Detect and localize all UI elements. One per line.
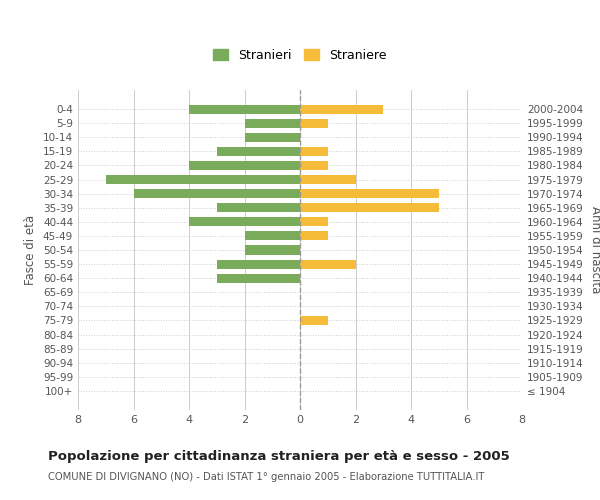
Bar — [300, 147, 328, 156]
Bar — [189, 161, 300, 170]
Bar — [217, 274, 300, 283]
Bar — [189, 104, 300, 114]
Bar — [300, 260, 355, 268]
Bar — [245, 232, 300, 240]
Bar — [300, 161, 328, 170]
Text: Popolazione per cittadinanza straniera per età e sesso - 2005: Popolazione per cittadinanza straniera p… — [48, 450, 510, 463]
Bar — [217, 147, 300, 156]
Bar — [300, 203, 439, 212]
Bar — [133, 189, 300, 198]
Y-axis label: Fasce di età: Fasce di età — [25, 215, 37, 285]
Bar — [300, 232, 328, 240]
Bar — [300, 316, 328, 325]
Bar — [300, 118, 328, 128]
Bar — [300, 189, 439, 198]
Bar — [106, 175, 300, 184]
Bar — [300, 104, 383, 114]
Bar — [245, 118, 300, 128]
Bar — [300, 175, 355, 184]
Text: COMUNE DI DIVIGNANO (NO) - Dati ISTAT 1° gennaio 2005 - Elaborazione TUTTITALIA.: COMUNE DI DIVIGNANO (NO) - Dati ISTAT 1°… — [48, 472, 484, 482]
Bar — [217, 260, 300, 268]
Bar — [217, 203, 300, 212]
Bar — [300, 217, 328, 226]
Bar — [245, 132, 300, 142]
Bar — [245, 246, 300, 254]
Bar — [189, 217, 300, 226]
Legend: Stranieri, Straniere: Stranieri, Straniere — [209, 45, 391, 66]
Y-axis label: Anni di nascita: Anni di nascita — [589, 206, 600, 294]
